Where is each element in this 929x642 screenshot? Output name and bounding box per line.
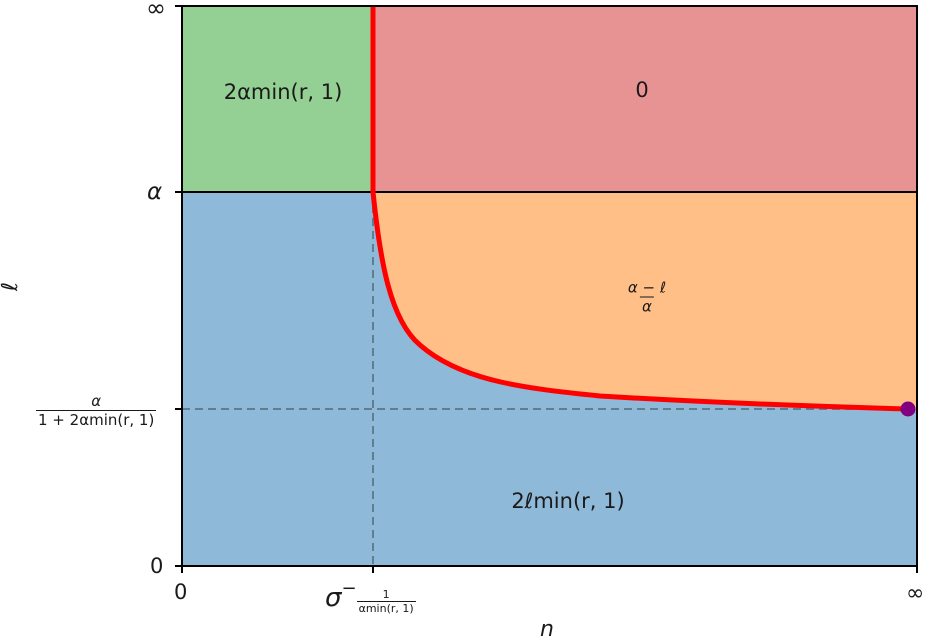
limit-point-marker [900,401,916,417]
xtick-sigma-exp-frac: 1 αmin(r, 1) [356,588,416,615]
ytick-frac-denominator: 1 + 2αmin(r, 1) [36,410,157,429]
ytick-label-inf: ∞ [146,0,166,22]
region-top-left-label: 2αmin(r, 1) [223,80,343,104]
region-bottom-label: 2ℓmin(r, 1) [511,489,625,513]
region-middle-right [373,192,917,409]
ytick-label-alpha: α [147,179,163,205]
xtick-sigma-exp-minus: − [341,578,357,599]
boundary-curve [370,6,909,412]
region-top-left [182,6,373,192]
region-top-right-label: 0 [635,78,649,102]
ytick-label-zero: 0 [150,554,164,578]
region-top-right [373,6,917,192]
region-middle-numerator: α − ℓ [627,278,667,297]
xtick-label-sigma: σ− 1 αmin(r, 1) [325,578,416,615]
x-axis-label: n [540,617,554,642]
y-axis-label: ℓ [0,281,24,292]
xtick-sigma-base: σ [325,583,342,613]
ytick-label-frac: α 1 + 2αmin(r, 1) [36,392,157,429]
xtick-label-inf: ∞ [906,581,925,606]
region-middle-denominator: α [640,296,654,316]
region-middle-label: α − ℓ α [626,279,668,316]
xtick-exp-denominator: αmin(r, 1) [356,601,416,615]
xtick-label-zero: 0 [174,580,188,604]
xtick-exp-numerator: 1 [382,588,390,601]
plot-frame [181,5,918,567]
ytick-frac-numerator: α [91,392,102,410]
